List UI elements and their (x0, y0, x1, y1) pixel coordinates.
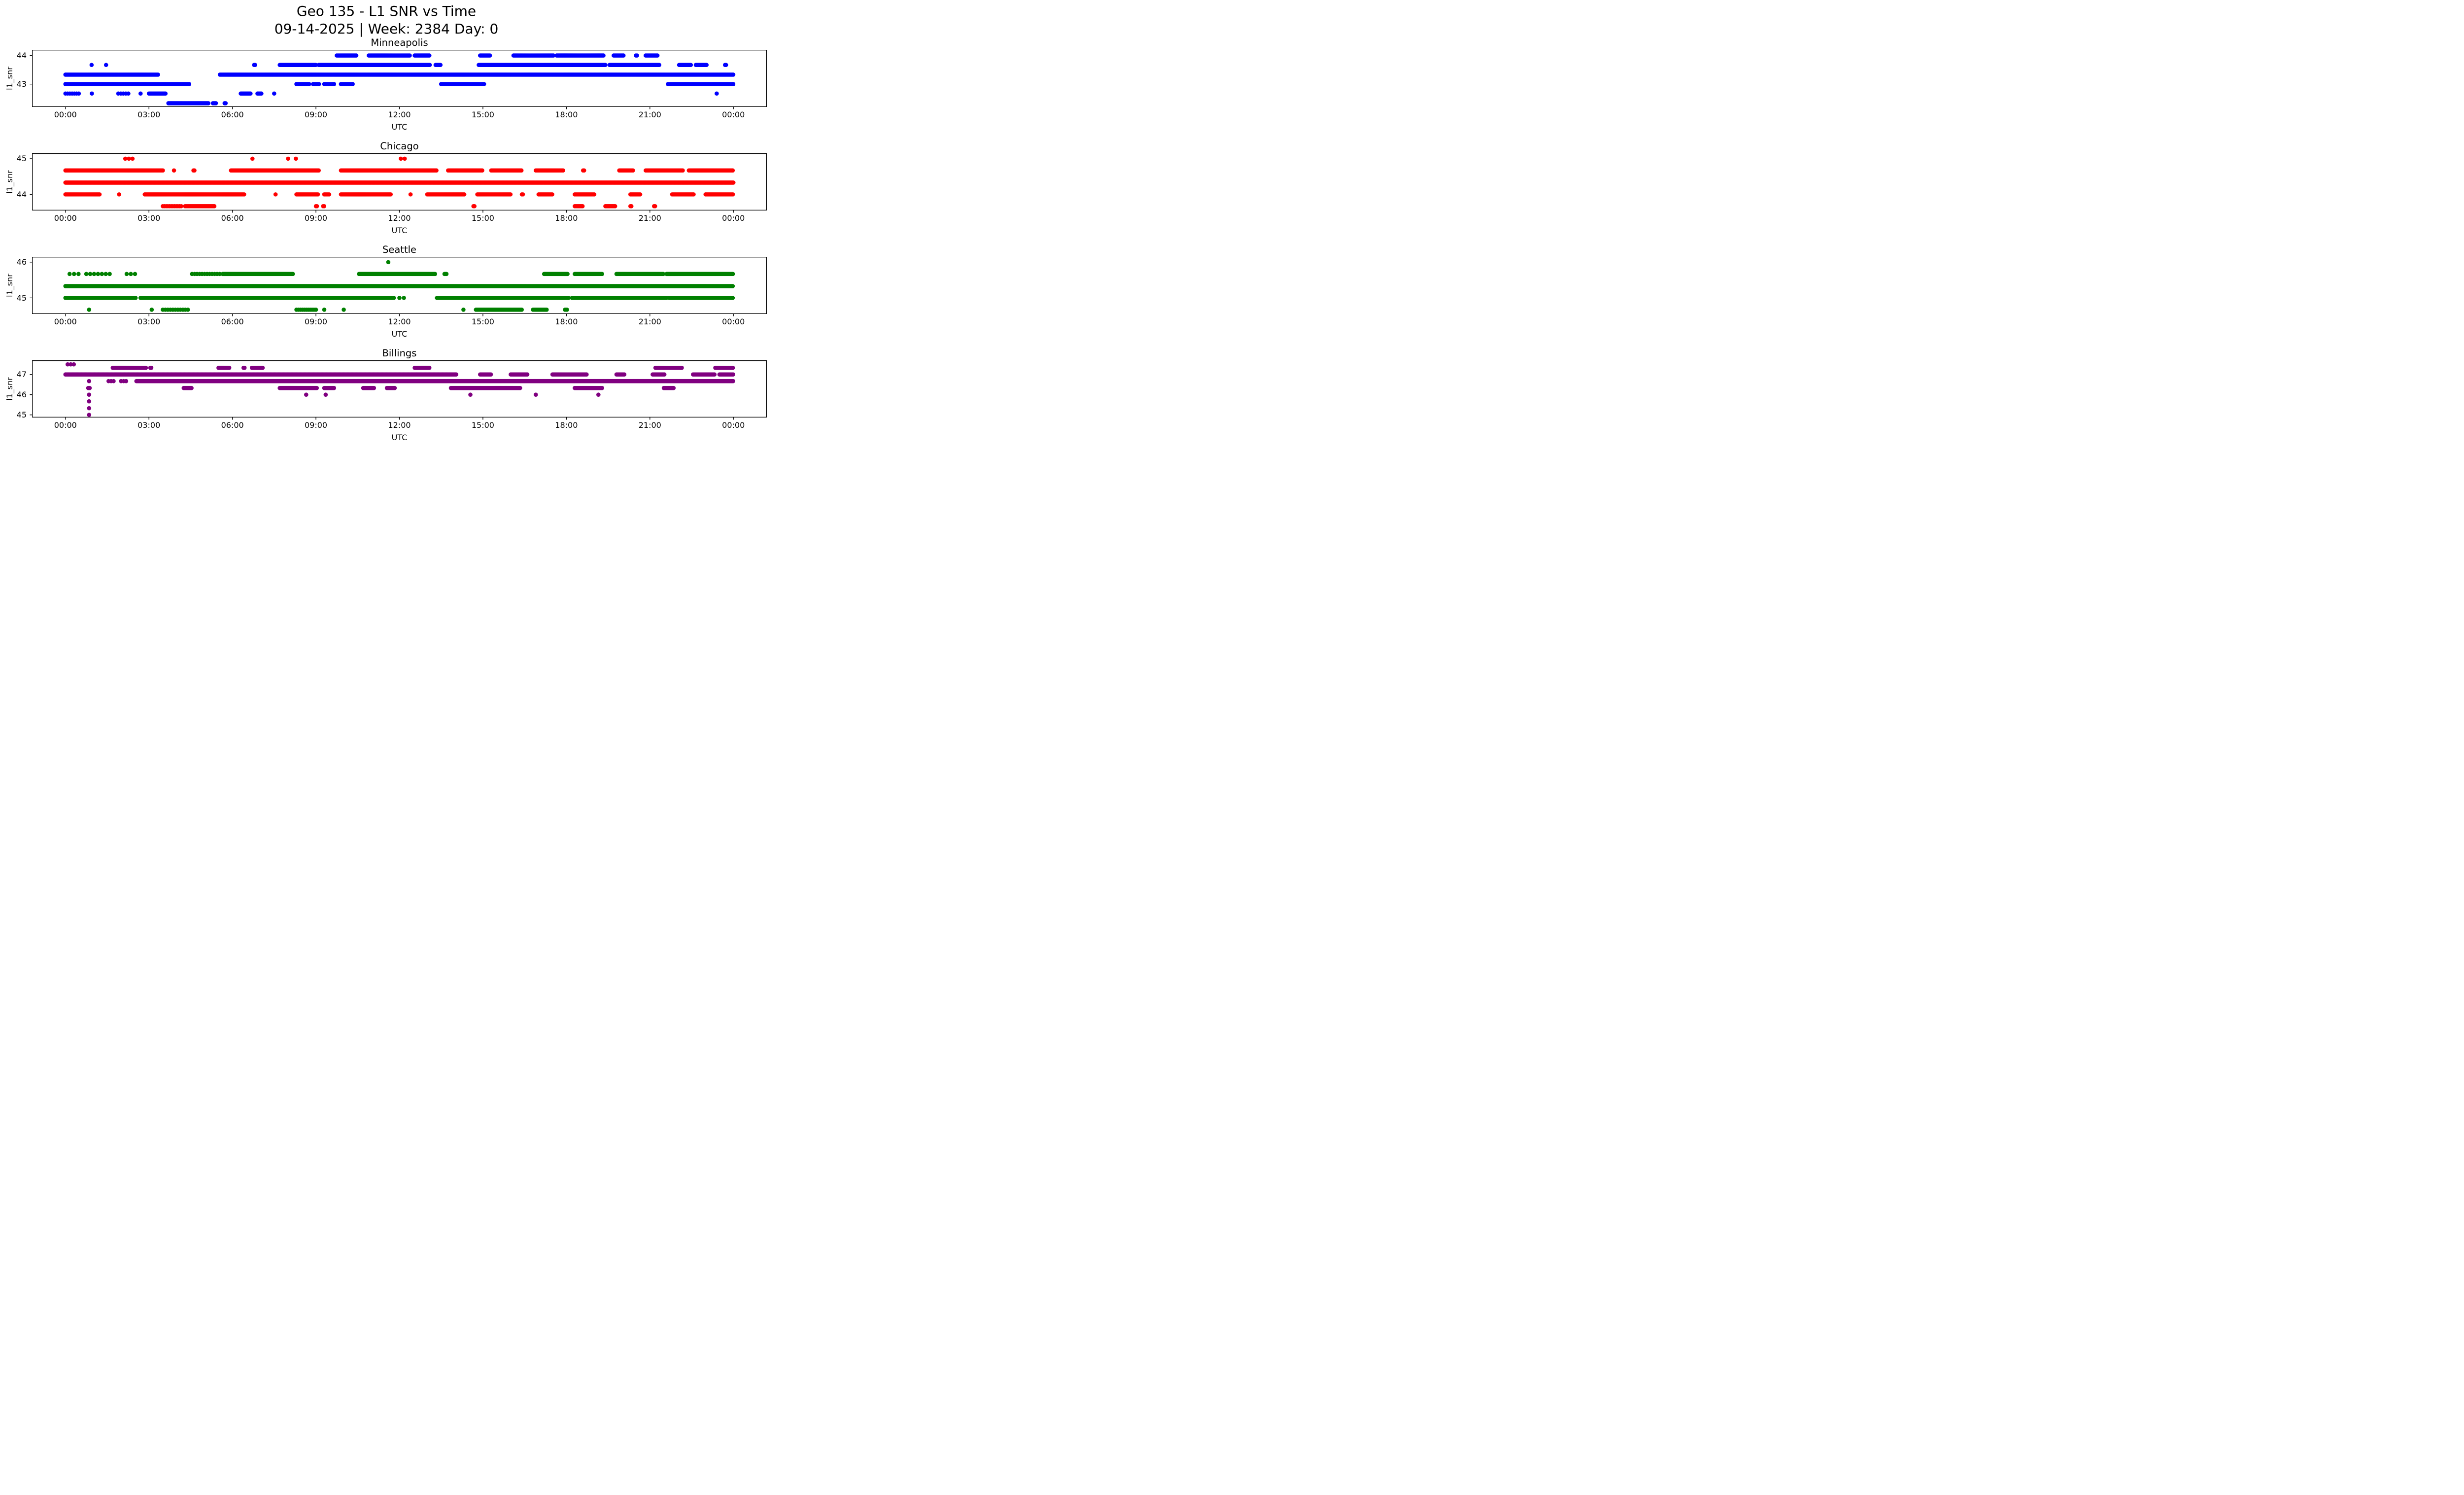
x-tick-label-minneapolis: 12:00 (388, 110, 411, 119)
x-tick-label-chicago: 06:00 (221, 213, 244, 223)
x-axis-label-minneapolis: UTC (391, 122, 408, 132)
subplot-title-minneapolis: Minneapolis (371, 37, 428, 48)
x-tick-label-seattle: 03:00 (137, 317, 161, 326)
x-tick-label-chicago: 21:00 (638, 213, 661, 223)
y-tick-label-seattle: 45 (16, 293, 27, 303)
x-tick-label-minneapolis: 00:00 (722, 110, 745, 119)
x-axis-label-seattle: UTC (391, 329, 408, 339)
x-axis-label-billings: UTC (391, 433, 408, 442)
x-tick-label-seattle: 15:00 (471, 317, 494, 326)
x-tick-label-chicago: 00:00 (722, 213, 745, 223)
x-tick-label-chicago: 12:00 (388, 213, 411, 223)
y-axis-label-billings: l1_snr (5, 377, 14, 401)
y-tick-label-billings: 47 (16, 370, 27, 380)
x-tick-label-minneapolis: 09:00 (305, 110, 328, 119)
plot-area-seattle (28, 257, 771, 318)
plot-area-minneapolis (28, 50, 771, 111)
x-tick-label-minneapolis: 21:00 (638, 110, 661, 119)
x-axis-label-chicago: UTC (391, 226, 408, 235)
plot-area-chicago (28, 153, 771, 214)
x-tick-label-chicago: 15:00 (471, 213, 494, 223)
y-tick-label-chicago: 45 (16, 154, 27, 164)
x-tick-label-billings: 00:00 (722, 420, 745, 430)
x-tick-label-chicago: 18:00 (555, 213, 578, 223)
figure-subtitle: 09-14-2025 | Week: 2384 Day: 0 (274, 21, 499, 37)
x-tick-label-seattle: 00:00 (722, 317, 745, 326)
x-tick-label-chicago: 09:00 (305, 213, 328, 223)
y-tick-label-billings: 46 (16, 390, 27, 400)
x-tick-label-minneapolis: 18:00 (555, 110, 578, 119)
x-tick-label-billings: 15:00 (471, 420, 494, 430)
x-tick-label-minneapolis: 00:00 (54, 110, 77, 119)
plot-area-billings (28, 360, 771, 421)
x-tick-label-billings: 12:00 (388, 420, 411, 430)
figure-title: Geo 135 - L1 SNR vs Time (296, 3, 477, 19)
x-tick-label-seattle: 18:00 (555, 317, 578, 326)
y-tick-label-chicago: 44 (16, 189, 27, 199)
x-tick-label-minneapolis: 06:00 (221, 110, 244, 119)
x-tick-label-billings: 09:00 (305, 420, 328, 430)
x-tick-label-seattle: 21:00 (638, 317, 661, 326)
x-tick-label-minneapolis: 03:00 (137, 110, 161, 119)
x-tick-label-billings: 03:00 (137, 420, 161, 430)
x-tick-label-seattle: 00:00 (54, 317, 77, 326)
y-tick-label-minneapolis: 43 (16, 79, 27, 89)
x-tick-label-billings: 21:00 (638, 420, 661, 430)
x-tick-label-seattle: 12:00 (388, 317, 411, 326)
x-tick-label-seattle: 09:00 (305, 317, 328, 326)
x-tick-label-billings: 18:00 (555, 420, 578, 430)
x-tick-label-seattle: 06:00 (221, 317, 244, 326)
x-tick-label-chicago: 03:00 (137, 213, 161, 223)
y-tick-label-seattle: 46 (16, 257, 27, 267)
x-tick-label-chicago: 00:00 (54, 213, 77, 223)
subplot-title-billings: Billings (382, 348, 417, 359)
x-tick-label-minneapolis: 15:00 (471, 110, 494, 119)
subplot-title-seattle: Seattle (382, 244, 417, 255)
y-tick-label-minneapolis: 44 (16, 51, 27, 61)
snr-figure: Geo 135 - L1 SNR vs Time 09-14-2025 | We… (0, 0, 773, 449)
x-tick-label-billings: 06:00 (221, 420, 244, 430)
x-tick-label-billings: 00:00 (54, 420, 77, 430)
y-tick-label-billings: 45 (16, 410, 27, 420)
subplot-title-chicago: Chicago (380, 140, 419, 152)
